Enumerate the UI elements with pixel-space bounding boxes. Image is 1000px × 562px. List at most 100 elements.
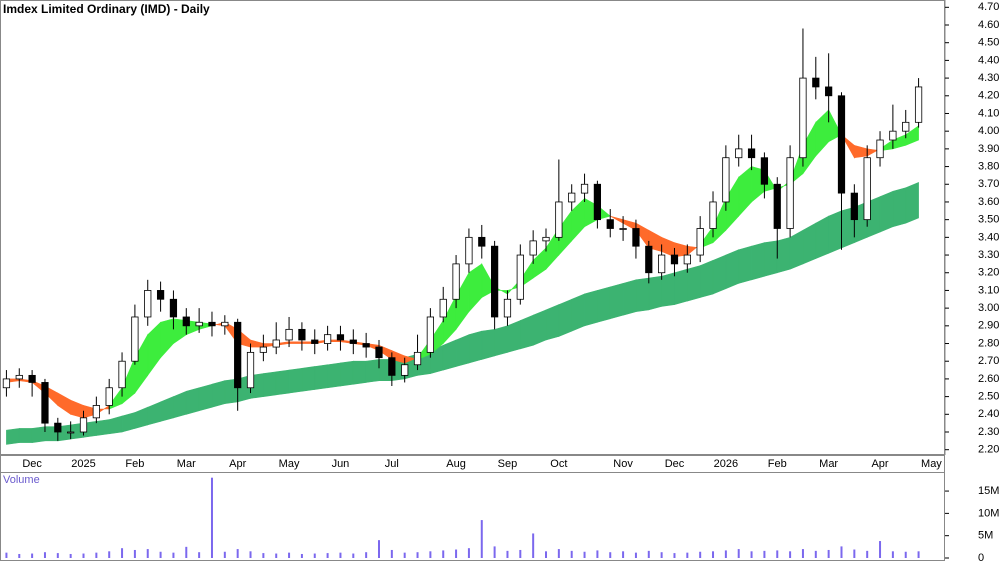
ribbon-segment	[275, 369, 290, 396]
volume-bar	[403, 552, 406, 558]
candle-body	[580, 183, 589, 194]
ribbon-segment	[764, 240, 778, 277]
ribbon-segment	[6, 428, 20, 445]
ribbon-segment	[96, 419, 110, 436]
ribbon-segment	[751, 242, 765, 281]
volume-bar	[429, 551, 432, 558]
candle-body	[452, 263, 460, 300]
y-tick-label: 3.00	[978, 302, 999, 314]
volume-bar	[622, 551, 625, 558]
candle-body	[542, 236, 550, 242]
volume-bar	[557, 549, 560, 558]
volume-bar	[455, 549, 458, 558]
volume-bar	[660, 552, 663, 558]
candle-body	[118, 360, 126, 389]
y-tick-label: 2.20	[978, 444, 999, 456]
candle-body	[902, 121, 910, 132]
volume-bar	[326, 553, 329, 558]
volume-bar	[712, 551, 715, 558]
candle-body	[658, 254, 666, 274]
candle-body	[144, 290, 152, 318]
candle-body	[606, 219, 614, 229]
volume-bar	[609, 552, 612, 558]
ribbon-segment	[545, 304, 560, 341]
volume-bar	[416, 552, 419, 558]
ribbon-segment	[905, 182, 919, 224]
y-tick-label: 3.50	[978, 214, 999, 226]
volume-bar	[121, 548, 124, 558]
candle-body	[670, 254, 679, 265]
candle-body	[850, 192, 858, 221]
volume-bar	[18, 553, 21, 558]
ribbon-segment	[558, 298, 573, 337]
candle-body	[889, 130, 897, 141]
x-tick-label: Feb	[768, 458, 787, 470]
candle-body	[491, 245, 499, 318]
y-tick-label: 2.70	[978, 355, 999, 367]
y-tick-label: 3.70	[978, 178, 999, 190]
ribbon-segment	[185, 387, 200, 415]
y-tick-label: 2.40	[978, 408, 999, 420]
ribbon-segment	[699, 259, 714, 298]
volume-bar	[313, 553, 316, 558]
y-tick-label: 3.60	[978, 196, 999, 208]
candle-body	[593, 183, 602, 221]
candle-body	[349, 339, 357, 344]
ribbon-segment	[121, 412, 136, 433]
volume-bar	[673, 553, 676, 558]
candle-body	[285, 328, 293, 341]
x-tick-label: Aug	[446, 458, 466, 470]
volume-tick-label: 0	[978, 552, 984, 562]
volume-bar	[750, 551, 753, 558]
x-tick-label: Nov	[613, 458, 633, 470]
volume-bar	[82, 553, 85, 558]
x-tick-label: Mar	[819, 458, 838, 470]
volume-bar	[108, 551, 111, 558]
volume-bar	[69, 553, 72, 558]
x-tick-label: 2026	[714, 458, 738, 470]
volume-bar	[493, 546, 496, 558]
y-tick-label: 2.60	[978, 373, 999, 385]
candle-body	[259, 346, 267, 353]
x-tick-label: May	[279, 458, 300, 470]
x-tick-label: Dec	[665, 458, 685, 470]
ribbon-segment	[622, 279, 637, 316]
volume-bar	[763, 550, 766, 558]
candle-body	[92, 405, 100, 419]
candle-body	[825, 86, 833, 97]
y-tick-label: 2.80	[978, 337, 999, 349]
ribbon-segment	[687, 265, 701, 302]
ribbon-segment	[532, 309, 547, 346]
volume-bar	[185, 546, 188, 558]
volume-bar	[377, 540, 380, 558]
ribbon-segment	[31, 426, 46, 443]
candle-body	[812, 77, 820, 88]
candle-body	[169, 298, 178, 318]
candle-body	[478, 236, 486, 247]
volume-bar	[365, 552, 368, 558]
x-tick-label: Oct	[550, 458, 567, 470]
volume-bar	[879, 541, 882, 558]
y-tick-label: 3.20	[978, 267, 999, 279]
x-tick-label: 2025	[71, 458, 95, 470]
candle-body	[362, 343, 370, 348]
x-tick-label: Apr	[229, 458, 246, 470]
ribbon-segment	[301, 366, 316, 392]
volume-bar	[917, 551, 920, 558]
volume-bar	[352, 553, 355, 558]
volume-tick-label: 5M	[978, 530, 993, 542]
x-tick-label: Jul	[385, 458, 399, 470]
volume-bar	[95, 552, 98, 558]
candle-body	[298, 328, 306, 341]
y-tick-label: 4.00	[978, 125, 999, 137]
candle-body	[67, 431, 75, 434]
ribbon-segment	[597, 286, 611, 323]
volume-pane	[0, 472, 945, 561]
candle-body	[555, 201, 563, 238]
candle-body	[683, 254, 691, 265]
volume-bar	[519, 549, 522, 558]
x-tick-label: Mar	[177, 458, 196, 470]
ribbon-segment	[263, 371, 277, 397]
